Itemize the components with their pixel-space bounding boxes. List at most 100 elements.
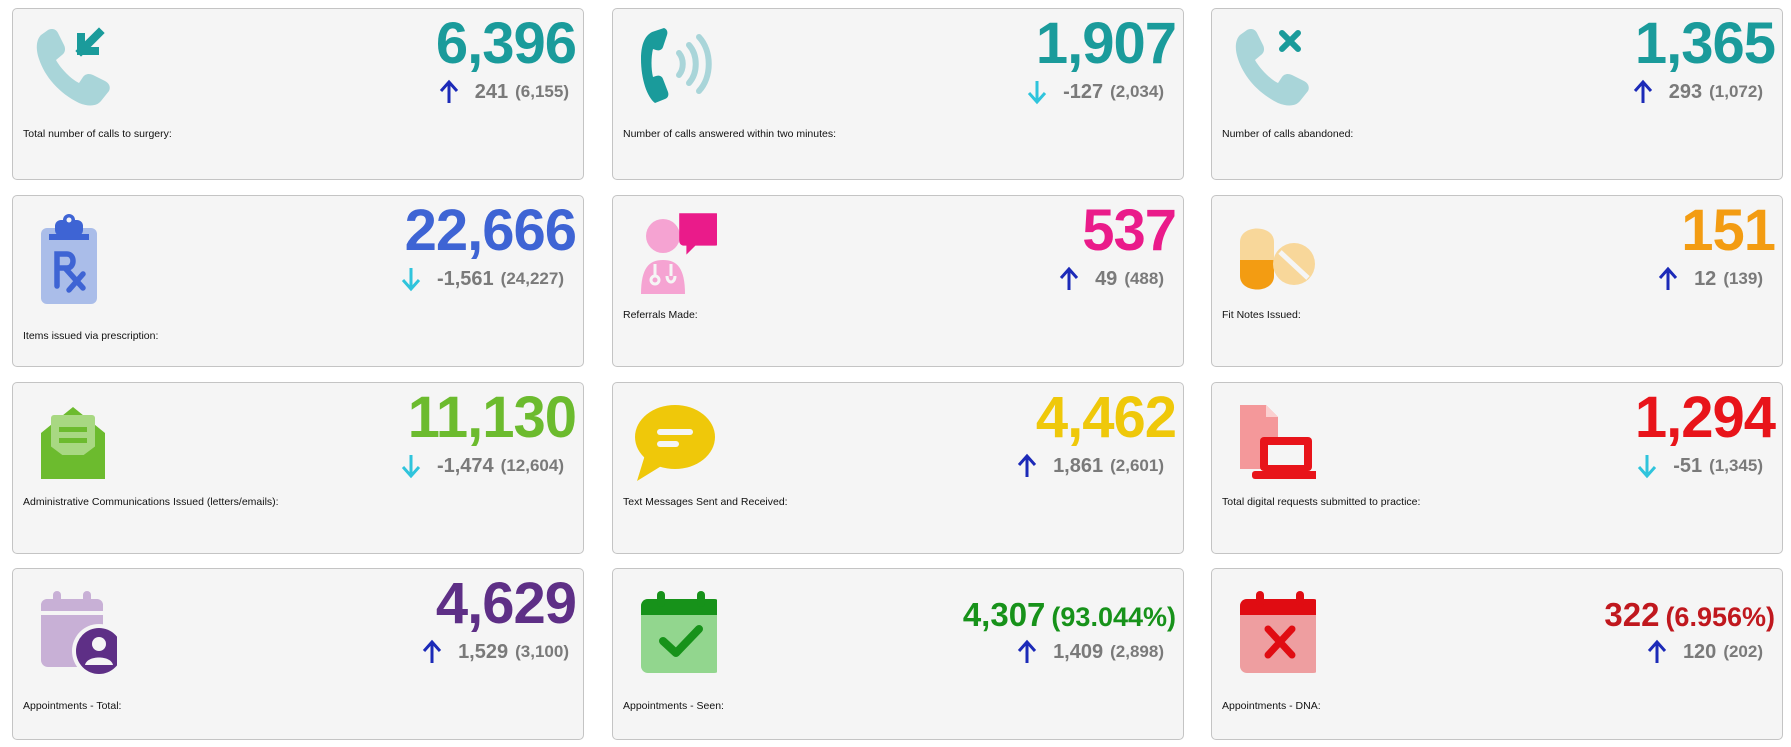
metric-value: 1,294 bbox=[1634, 385, 1776, 450]
arrow-up-icon bbox=[1646, 639, 1668, 665]
change-row: 1,409 (2,898) bbox=[1016, 639, 1164, 665]
metric-value: 22,666 bbox=[404, 198, 577, 263]
change-value: -51 bbox=[1673, 454, 1703, 477]
previous-value: (488) bbox=[1124, 269, 1164, 288]
change-row: -1,474 (12,604) bbox=[400, 453, 564, 479]
change-row: 120 (202) bbox=[1646, 639, 1763, 665]
incoming-call-icon bbox=[27, 19, 117, 114]
arrow-down-icon bbox=[1636, 453, 1658, 479]
appointments-seen-count: 4,307 bbox=[962, 596, 1046, 633]
prescription-clipboard-icon bbox=[27, 212, 117, 307]
previous-value: (2,898) bbox=[1110, 642, 1164, 661]
change-row: 12 (139) bbox=[1657, 266, 1763, 292]
metric-value: 1,907 bbox=[1035, 11, 1177, 76]
card-calls-answered: 1,907 -127 (2,034) Number of calls answe… bbox=[612, 8, 1184, 180]
arrow-up-icon bbox=[421, 639, 443, 665]
metric-value: 151 bbox=[1681, 198, 1776, 263]
card-appointments-seen: 4,307 (93.044%) 1,409 (2,898) Appointment… bbox=[612, 568, 1184, 740]
previous-value: (24,227) bbox=[500, 269, 564, 288]
change-value: 1,861 bbox=[1053, 454, 1104, 477]
card-appointments-total: 4,629 1,529 (3,100) Appointments - Total… bbox=[12, 568, 584, 740]
metric-label: Administrative Communications Issued (le… bbox=[23, 496, 279, 508]
metric-label: Appointments - DNA: bbox=[1222, 700, 1321, 712]
metric-value: 1,365 bbox=[1634, 11, 1776, 76]
arrow-up-icon bbox=[1016, 453, 1038, 479]
previous-value: (2,601) bbox=[1110, 456, 1164, 475]
missed-call-icon bbox=[1226, 19, 1316, 114]
metric-label: Text Messages Sent and Received: bbox=[623, 496, 788, 508]
change-value: 1,529 bbox=[458, 640, 509, 663]
appointments-seen-percent: (93.044%) bbox=[1051, 602, 1176, 632]
appointments-dna-count: 322 bbox=[1604, 596, 1660, 633]
metric-label: Appointments - Seen: bbox=[623, 700, 724, 712]
previous-value: (1,345) bbox=[1709, 456, 1763, 475]
change-row: -1,561 (24,227) bbox=[400, 266, 564, 292]
change-value: 12 bbox=[1694, 267, 1717, 290]
card-text-messages: 4,462 1,861 (2,601) Text Messages Sent a… bbox=[612, 382, 1184, 554]
chat-bubble-icon bbox=[627, 393, 717, 488]
change-value: 49 bbox=[1095, 267, 1118, 290]
calendar-check-icon bbox=[627, 579, 717, 674]
change-value: 293 bbox=[1668, 80, 1703, 103]
laptop-document-icon bbox=[1226, 393, 1316, 488]
metric-label: Referrals Made: bbox=[623, 309, 698, 321]
previous-value: (12,604) bbox=[500, 456, 564, 475]
arrow-up-icon bbox=[1058, 266, 1080, 292]
card-prescription-items: 22,666 -1,561 (24,227) Items issued via … bbox=[12, 195, 584, 367]
change-row: 1,861 (2,601) bbox=[1016, 453, 1164, 479]
change-row: 241 (6,155) bbox=[438, 79, 569, 105]
open-envelope-icon bbox=[27, 393, 117, 488]
phone-ringing-icon bbox=[627, 19, 717, 114]
change-value: 1,409 bbox=[1053, 640, 1104, 663]
metric-value: 4,307 (93.044%) bbox=[963, 595, 1176, 637]
change-row: 49 (488) bbox=[1058, 266, 1164, 292]
metric-label: Total number of calls to surgery: bbox=[23, 128, 172, 140]
calendar-user-icon bbox=[27, 579, 117, 674]
arrow-down-icon bbox=[400, 266, 422, 292]
metric-value: 537 bbox=[1082, 198, 1177, 263]
metric-label: Total digital requests submitted to prac… bbox=[1222, 496, 1421, 508]
metric-label: Items issued via prescription: bbox=[23, 330, 159, 342]
metric-value: 4,629 bbox=[435, 571, 577, 636]
card-total-calls: 6,396 241 (6,155) Total number of calls … bbox=[12, 8, 584, 180]
previous-value: (202) bbox=[1723, 642, 1763, 661]
arrow-up-icon bbox=[1016, 639, 1038, 665]
change-row: -51 (1,345) bbox=[1636, 453, 1763, 479]
previous-value: (1,072) bbox=[1709, 82, 1763, 101]
card-digital-requests: 1,294 -51 (1,345) Total digital requests… bbox=[1211, 382, 1783, 554]
appointments-dna-percent: (6.956%) bbox=[1665, 602, 1775, 632]
change-value: 120 bbox=[1682, 640, 1717, 663]
change-value: -1,561 bbox=[436, 267, 494, 290]
metric-value: 6,396 bbox=[435, 11, 577, 76]
metric-value: 4,462 bbox=[1035, 385, 1177, 450]
change-row: 293 (1,072) bbox=[1632, 79, 1763, 105]
change-row: -127 (2,034) bbox=[1026, 79, 1164, 105]
card-admin-communications: 11,130 -1,474 (12,604) Administrative Co… bbox=[12, 382, 584, 554]
card-referrals: 537 49 (488) Referrals Made: bbox=[612, 195, 1184, 367]
arrow-up-icon bbox=[1632, 79, 1654, 105]
doctor-referral-icon bbox=[627, 206, 717, 301]
previous-value: (6,155) bbox=[515, 82, 569, 101]
change-value: -127 bbox=[1063, 80, 1104, 103]
metric-label: Appointments - Total: bbox=[23, 700, 122, 712]
change-value: 241 bbox=[474, 80, 509, 103]
metric-value: 11,130 bbox=[407, 385, 577, 450]
card-fit-notes: 151 12 (139) Fit Notes Issued: bbox=[1211, 195, 1783, 367]
metric-value: 322 (6.956%) bbox=[1604, 595, 1775, 637]
arrow-down-icon bbox=[400, 453, 422, 479]
card-calls-abandoned: 1,365 293 (1,072) Number of calls abando… bbox=[1211, 8, 1783, 180]
metric-label: Fit Notes Issued: bbox=[1222, 309, 1301, 321]
card-appointments-dna: 322 (6.956%) 120 (202) Appointments - DNA… bbox=[1211, 568, 1783, 740]
change-row: 1,529 (3,100) bbox=[421, 639, 569, 665]
previous-value: (2,034) bbox=[1110, 82, 1164, 101]
change-value: -1,474 bbox=[436, 454, 494, 477]
arrow-down-icon bbox=[1026, 79, 1048, 105]
metric-label: Number of calls answered within two minu… bbox=[623, 128, 837, 140]
pills-icon bbox=[1226, 206, 1316, 301]
arrow-up-icon bbox=[1657, 266, 1679, 292]
previous-value: (3,100) bbox=[515, 642, 569, 661]
metric-label: Number of calls abandoned: bbox=[1222, 128, 1354, 140]
arrow-up-icon bbox=[438, 79, 460, 105]
calendar-cross-icon bbox=[1226, 579, 1316, 674]
previous-value: (139) bbox=[1723, 269, 1763, 288]
